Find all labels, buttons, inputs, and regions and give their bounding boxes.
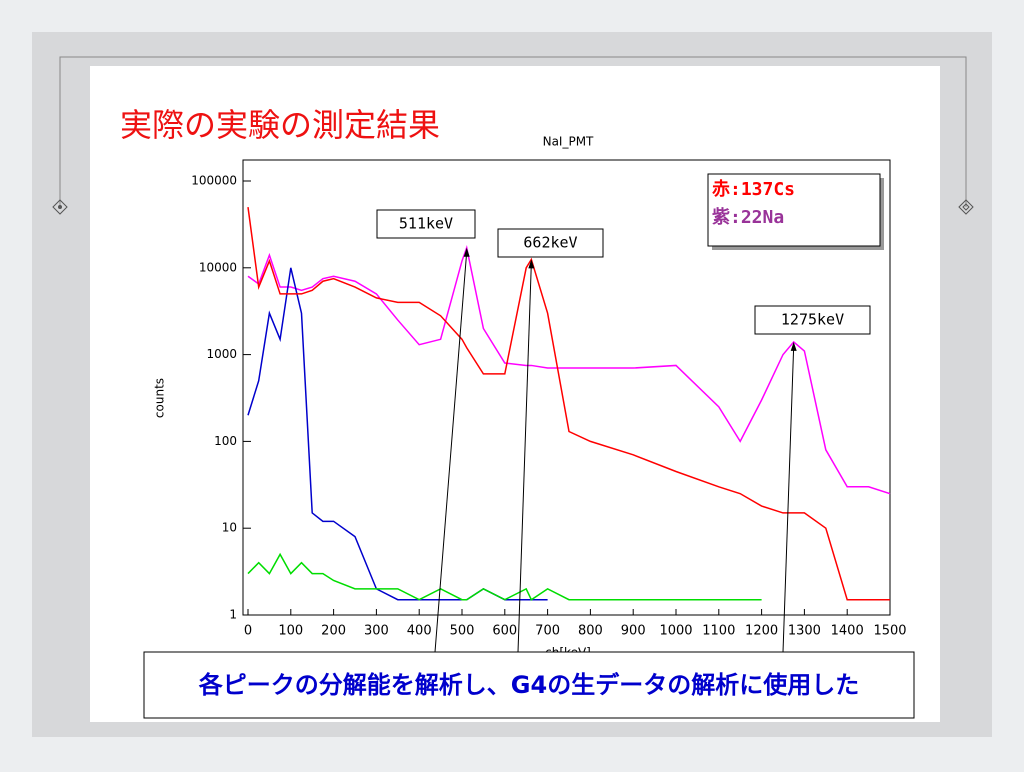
decor-dot <box>58 205 62 209</box>
caption: 各ピークの分解能を解析し、G4の生データの解析に使用した <box>198 671 859 699</box>
slide-title: 実際の実験の測定結果 <box>120 106 440 144</box>
caption-box <box>143 651 915 719</box>
x-tick-label: 1000 <box>659 624 692 639</box>
legend-box <box>707 173 881 247</box>
legend-text: 紫:22Na <box>712 206 784 228</box>
y-tick-label: 100000 <box>191 174 237 188</box>
chart-title: NaI_PMT <box>543 135 594 149</box>
spectrum-line <box>247 207 890 601</box>
annotation-text: 511keV <box>399 215 453 233</box>
x-tick-label: 0 <box>244 624 252 639</box>
y-axis-label: counts <box>153 378 167 418</box>
x-tick-label: 500 <box>450 624 475 639</box>
y-tick-label: 1000 <box>206 347 237 361</box>
x-tick-label: 1500 <box>873 624 906 639</box>
y-tick-label: 1 <box>229 608 237 622</box>
annotation-arrow <box>517 263 532 653</box>
legend-text: 赤:137Cs <box>712 179 795 200</box>
decor-diamond <box>958 199 974 215</box>
x-tick-label: 1400 <box>831 624 864 639</box>
annotation-text: 1275keV <box>781 311 844 329</box>
x-tick-label: 600 <box>492 624 517 639</box>
plot-frame <box>242 159 891 616</box>
x-tick-label: 100 <box>278 624 303 639</box>
arrow-head <box>528 259 535 269</box>
spectrum-line <box>247 552 762 601</box>
x-tick-label: 1200 <box>745 624 778 639</box>
arrow-head <box>463 247 470 257</box>
annotation-box <box>754 305 871 335</box>
annotation-text: 662keV <box>523 234 577 252</box>
x-tick-label: 900 <box>621 624 646 639</box>
x-tick-label: 1300 <box>788 624 821 639</box>
decor-diamond <box>52 199 970 215</box>
decor-line <box>59 56 967 207</box>
annotation-box <box>497 228 604 258</box>
x-tick-label: 1100 <box>702 624 735 639</box>
annotation-arrow <box>782 345 795 653</box>
x-tick-label: 200 <box>321 624 346 639</box>
x-tick-label: 800 <box>578 624 603 639</box>
y-tick-label: 100 <box>214 434 237 448</box>
arrow-head <box>790 341 797 351</box>
spectrum-line <box>247 245 891 495</box>
x-tick-label: 400 <box>407 624 432 639</box>
x-tick-label: 300 <box>364 624 389 639</box>
y-tick-label: 10 <box>222 521 237 535</box>
y-tick-label: 10000 <box>199 260 237 274</box>
x-tick-label: 700 <box>535 624 560 639</box>
annotation-box <box>376 209 476 239</box>
annotation-arrow <box>434 251 468 653</box>
